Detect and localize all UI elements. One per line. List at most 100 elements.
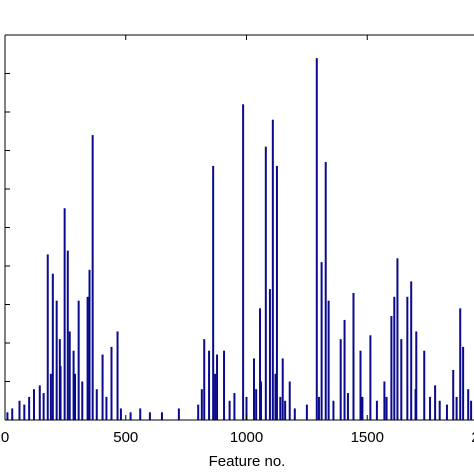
bar: [467, 389, 470, 420]
bar: [359, 350, 362, 420]
bar: [352, 292, 355, 420]
bar: [223, 350, 226, 420]
bar: [110, 346, 113, 420]
bar: [49, 373, 52, 420]
bar: [369, 335, 372, 420]
bar: [212, 165, 215, 420]
bar: [59, 366, 62, 420]
bar: [293, 408, 296, 420]
bar: [228, 400, 231, 420]
bar: [216, 354, 219, 420]
bar: [385, 396, 388, 420]
bar: [459, 308, 462, 420]
bar: [197, 404, 200, 420]
bar: [32, 389, 35, 420]
bar: [470, 400, 473, 420]
bar: [268, 289, 271, 420]
bar: [259, 308, 262, 420]
bar: [68, 331, 71, 420]
bar: [95, 389, 98, 420]
bar: [255, 389, 258, 420]
bar: [66, 250, 69, 420]
bar: [259, 381, 262, 420]
x-tick-label: 1500: [351, 429, 384, 446]
bar: [105, 396, 108, 420]
bar: [129, 412, 132, 420]
bar: [429, 396, 432, 420]
bar: [396, 258, 399, 420]
bar: [74, 373, 77, 420]
bar: [390, 316, 393, 420]
bar: [406, 296, 409, 420]
bar: [63, 208, 66, 420]
bar: [455, 396, 458, 420]
bar: [148, 412, 151, 420]
bar: [252, 358, 255, 420]
bar: [305, 404, 308, 420]
bar: [423, 350, 426, 420]
bar: [46, 254, 49, 420]
bar: [434, 385, 437, 420]
x-tick-label: 2000: [471, 429, 474, 446]
bar: [375, 400, 378, 420]
bar: [101, 354, 104, 420]
bar: [410, 281, 413, 420]
bar: [51, 273, 54, 420]
bar: [346, 393, 349, 420]
bar: [200, 389, 203, 420]
bar: [264, 146, 267, 420]
bar: [320, 262, 323, 420]
bar: [393, 296, 396, 420]
bar: [438, 400, 441, 420]
bar: [81, 381, 84, 420]
bar: [400, 339, 403, 420]
bar: [275, 165, 278, 420]
bar: [233, 393, 236, 420]
bar: [339, 339, 342, 420]
bar: [11, 408, 14, 420]
bar: [77, 300, 80, 420]
bar: [415, 331, 418, 420]
x-tick-label: 500: [113, 429, 138, 446]
bar: [445, 404, 448, 420]
bar: [317, 396, 320, 420]
bar: [208, 350, 211, 420]
bar: [160, 412, 163, 420]
bar: [119, 408, 122, 420]
bar: [284, 400, 287, 420]
bar: [28, 396, 31, 420]
bar: [6, 412, 9, 420]
bar: [42, 393, 45, 420]
bar: [86, 296, 89, 420]
bar: [288, 381, 291, 420]
bar: [271, 119, 274, 420]
bar: [242, 104, 245, 421]
bar: [327, 300, 330, 420]
x-tick-label: 0: [1, 429, 9, 446]
bar: [462, 346, 465, 420]
bar: [324, 162, 327, 421]
bar: [38, 385, 41, 420]
bar: [72, 350, 75, 420]
bar: [452, 369, 455, 420]
bar: [23, 404, 26, 420]
bar: [315, 58, 318, 420]
bar: [214, 373, 217, 420]
bar: [279, 396, 282, 420]
bar: [281, 358, 284, 420]
bar: [55, 300, 58, 420]
bar: [18, 400, 21, 420]
bar: [361, 396, 364, 420]
bar: [245, 396, 248, 420]
bar: [177, 408, 180, 420]
bar: [91, 135, 94, 420]
bar: [203, 339, 206, 420]
bar: [343, 319, 346, 420]
bar: [332, 400, 335, 420]
x-axis-label: Feature no.: [209, 453, 286, 470]
bar: [116, 331, 119, 420]
bar: [274, 373, 277, 420]
bar: [383, 381, 386, 420]
